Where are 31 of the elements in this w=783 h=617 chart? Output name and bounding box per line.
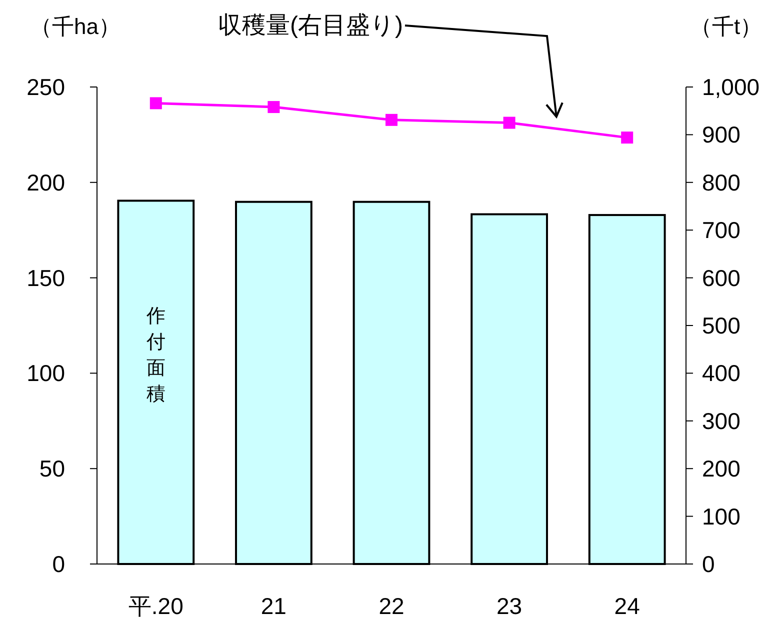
y2-tick-label: 1,000 — [702, 74, 760, 100]
text: 収穫量(右目盛り) — [218, 12, 403, 39]
point — [150, 97, 162, 110]
x-tick-label: 21 — [260, 593, 286, 617]
y2-tick-label: 0 — [702, 551, 715, 577]
x-tick-label: 24 — [614, 593, 640, 617]
point — [503, 116, 516, 129]
y-tick-label: 200 — [26, 169, 65, 196]
y-tick-label: 0 — [52, 551, 65, 577]
y2-axis-title: （千t） — [690, 14, 762, 39]
y2-tick-label: 200 — [702, 456, 740, 482]
y-tick-label: 100 — [26, 360, 65, 386]
y-tick-label: 250 — [26, 74, 65, 100]
y2-tick-label: 300 — [702, 408, 740, 434]
x-tick-label: 23 — [496, 593, 522, 617]
x-tick-label: 平.20 — [128, 593, 184, 617]
point — [386, 114, 398, 126]
y2-tick-label: 900 — [702, 122, 740, 148]
point — [621, 132, 634, 144]
y2-tick-label: 400 — [702, 360, 740, 386]
y-tick-label: 150 — [26, 264, 65, 291]
y-axis-title: （千ha） — [30, 14, 120, 39]
point — [268, 101, 280, 114]
y2-tick-label: 100 — [702, 503, 740, 530]
y2-tick-label: 500 — [702, 312, 740, 338]
y2-tick-label: 600 — [702, 264, 740, 291]
x-tick-label: 22 — [378, 593, 404, 617]
y2-tick-label: 700 — [702, 217, 740, 244]
y-tick-label: 50 — [39, 456, 65, 482]
y2-tick-label: 800 — [702, 169, 740, 196]
series-label: 作付面積 — [145, 306, 166, 405]
